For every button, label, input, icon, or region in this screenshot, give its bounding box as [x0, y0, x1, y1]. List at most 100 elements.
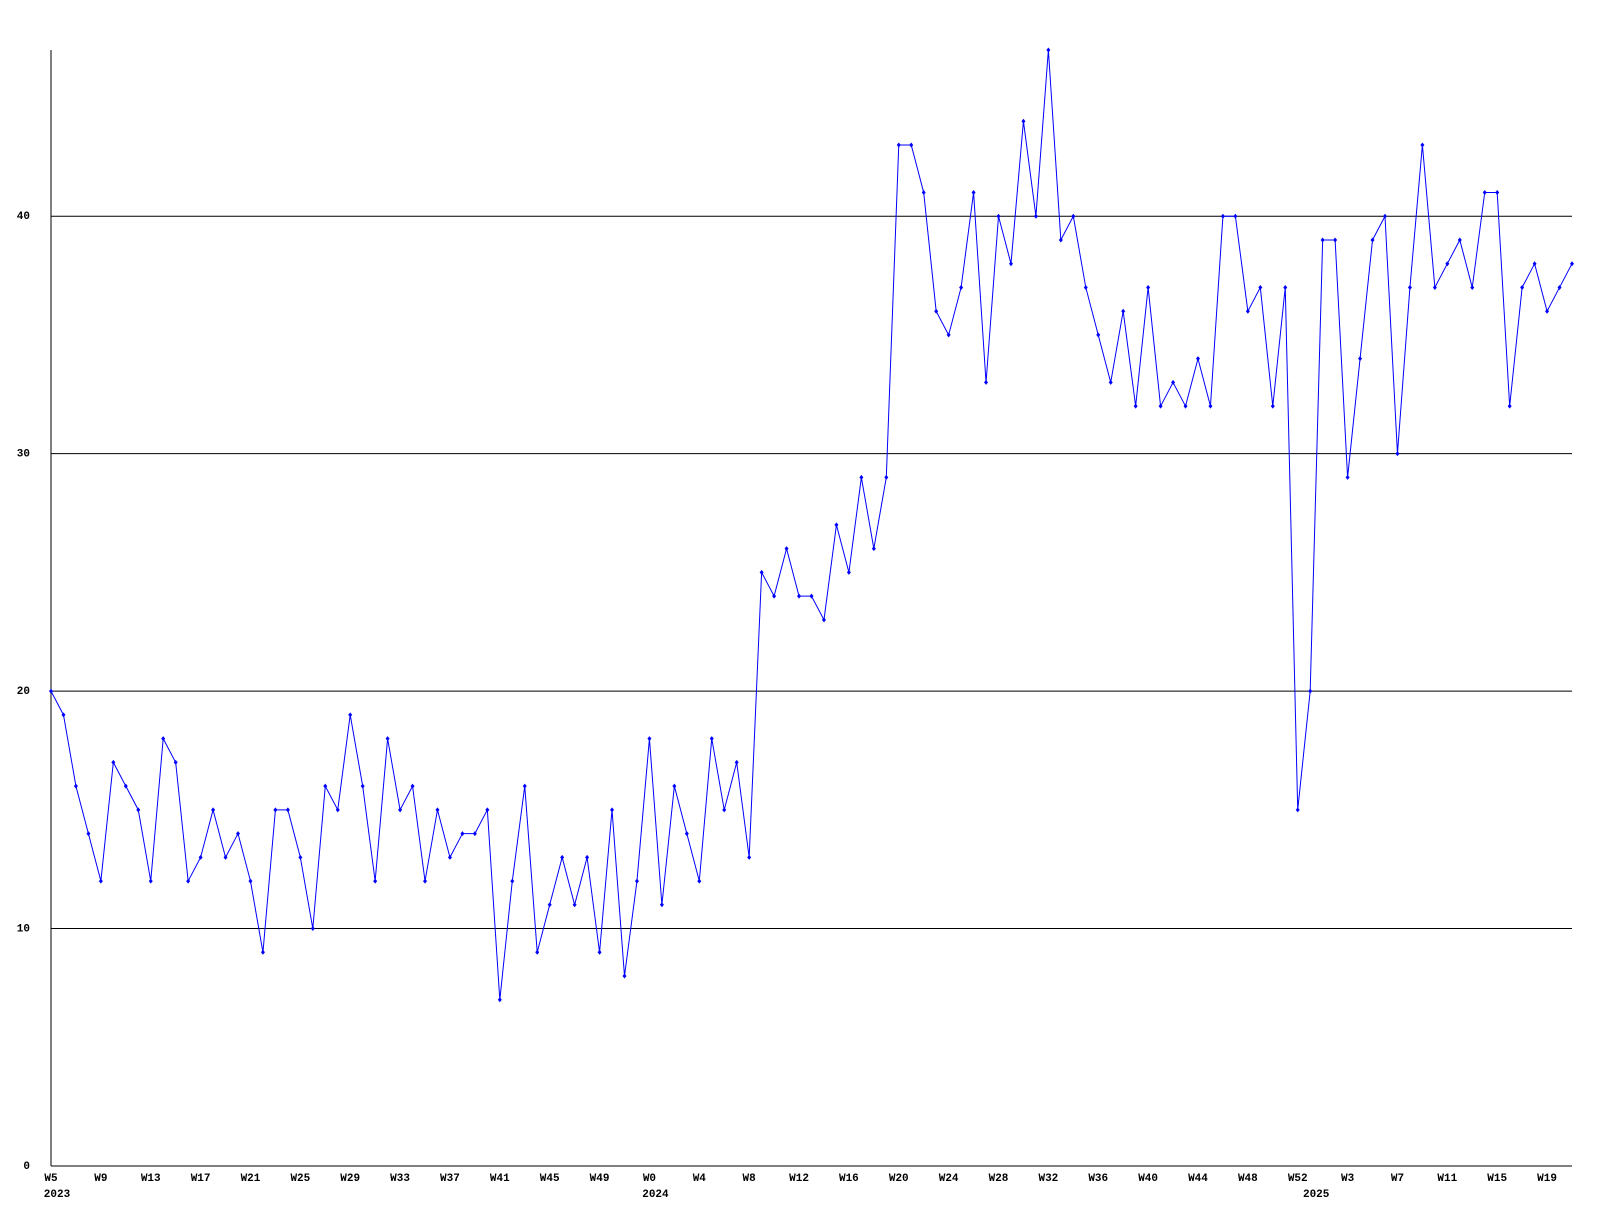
line [50, 49, 1573, 1000]
point-marker [360, 783, 365, 789]
point-marker [896, 142, 901, 148]
point-marker [497, 997, 502, 1003]
point-marker [198, 854, 203, 860]
point-marker [248, 878, 253, 884]
point-marker [1495, 189, 1500, 195]
point-marker [1008, 261, 1013, 267]
point-marker [1320, 237, 1325, 243]
point-marker [1033, 213, 1038, 219]
point-marker [1220, 213, 1225, 219]
point-marker [1283, 284, 1288, 290]
y-tick-label: 40 [17, 211, 30, 223]
point-marker [410, 783, 415, 789]
x-tick-label: W40 [1138, 1173, 1158, 1185]
x-tick-label: W28 [989, 1173, 1009, 1185]
point-marker [659, 902, 664, 908]
point-marker [510, 878, 515, 884]
y-tick-label: 10 [17, 923, 30, 935]
point-marker [1258, 284, 1263, 290]
x-tick-label: W7 [1391, 1173, 1404, 1185]
x-tick-label: W48 [1238, 1173, 1258, 1185]
point-marker [585, 854, 590, 860]
x-tick-label: W29 [340, 1173, 360, 1185]
x-tick-label: W37 [440, 1173, 460, 1185]
point-marker [310, 926, 315, 932]
x-tick-label: W20 [889, 1173, 909, 1185]
point-marker [560, 854, 565, 860]
point-marker [111, 759, 116, 765]
x-tick-label: W17 [191, 1173, 211, 1185]
point-marker [1208, 403, 1213, 409]
point-marker [697, 878, 702, 884]
x-tick-label: W44 [1188, 1173, 1208, 1185]
point-marker [959, 284, 964, 290]
x-year-label: 2025 [1303, 1189, 1330, 1200]
point-marker [323, 783, 328, 789]
point-marker [1420, 142, 1425, 148]
x-tick-label: W52 [1288, 1173, 1308, 1185]
point-marker [1545, 308, 1550, 314]
point-marker [1021, 118, 1026, 124]
point-marker [634, 878, 639, 884]
point-marker [1482, 189, 1487, 195]
point-marker [622, 973, 627, 979]
point-marker [1370, 237, 1375, 243]
point-marker [809, 593, 814, 599]
x-tick-label: W33 [390, 1173, 410, 1185]
x-tick-label: W21 [241, 1173, 261, 1185]
point-marker [373, 878, 378, 884]
point-marker [148, 878, 153, 884]
x-tick-label: W45 [540, 1173, 560, 1185]
y-tick-label: 0 [23, 1161, 30, 1173]
point-marker [1432, 284, 1437, 290]
point-marker [1395, 451, 1400, 457]
point-marker [647, 736, 652, 742]
point-marker [136, 807, 141, 813]
point-marker [98, 878, 103, 884]
point-marker [921, 189, 926, 195]
x-tick-label: W24 [939, 1173, 959, 1185]
x-tick-label: W0 [643, 1173, 656, 1185]
point-marker [834, 522, 839, 528]
x-tick-label: W41 [490, 1173, 510, 1185]
point-marker [946, 332, 951, 338]
point-marker [1382, 213, 1387, 219]
point-marker [1295, 807, 1300, 813]
point-marker [784, 546, 789, 552]
point-marker [1108, 379, 1113, 385]
point-marker [1270, 403, 1275, 409]
point-marker [1557, 284, 1562, 290]
point-marker [772, 593, 777, 599]
point-marker [1308, 688, 1313, 694]
point-marker [1158, 403, 1163, 409]
point-marker [485, 807, 490, 813]
point-marker [460, 831, 465, 837]
x-tick-label: W16 [839, 1173, 859, 1185]
point-marker [909, 142, 914, 148]
point-marker [298, 854, 303, 860]
point-marker [1183, 403, 1188, 409]
point-marker [1096, 332, 1101, 338]
x-tick-label: W13 [141, 1173, 161, 1185]
point-marker [734, 759, 739, 765]
point-marker [1245, 308, 1250, 314]
point-marker [1071, 213, 1076, 219]
point-marker [1046, 47, 1051, 53]
x-tick-label: W11 [1437, 1173, 1457, 1185]
point-marker [223, 854, 228, 860]
point-marker [535, 949, 540, 955]
point-marker [934, 308, 939, 314]
point-marker [722, 807, 727, 813]
point-marker [759, 569, 764, 575]
x-tick-label: W19 [1537, 1173, 1557, 1185]
point-marker [1445, 261, 1450, 267]
x-year-label: 2023 [44, 1189, 71, 1200]
point-marker [1171, 379, 1176, 385]
point-marker [572, 902, 577, 908]
point-marker [398, 807, 403, 813]
point-marker [747, 854, 752, 860]
point-marker [49, 688, 53, 694]
point-marker [123, 783, 128, 789]
point-marker [447, 854, 452, 860]
